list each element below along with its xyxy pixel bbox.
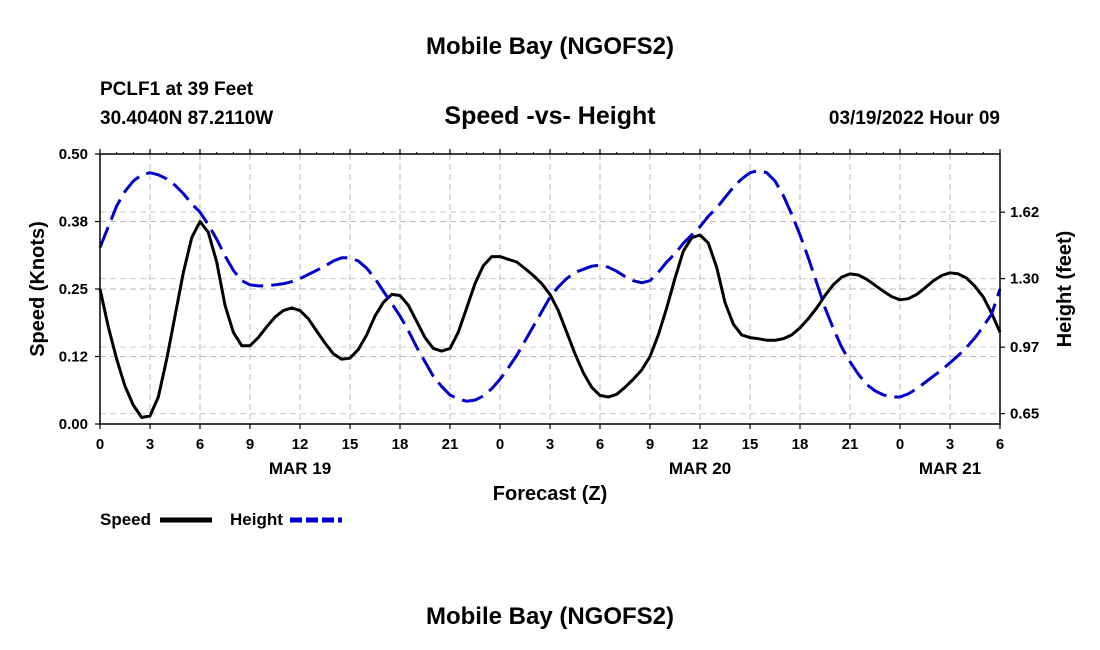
right-axis-title: Height (feet) <box>1054 231 1076 348</box>
legend-label-height: Height <box>230 510 283 529</box>
axis-ticks: 0 3 6 9 12 15 18 21 0 3 6 9 12 15 18 21 0 3 6 MAR 19 MAR 20 M… <box>59 146 1039 478</box>
legend: Speed Height <box>100 510 342 529</box>
date-label: MAR 20 <box>669 459 731 478</box>
x-tick-label: 15 <box>342 436 359 453</box>
x-tick-label: 3 <box>546 436 554 453</box>
station-coordinates: 30.4040N 87.2110W <box>100 108 273 129</box>
left-tick-label: 0.38 <box>59 214 88 231</box>
series-line-speed <box>98 220 1002 419</box>
left-tick-label: 0.25 <box>59 281 88 298</box>
x-tick-label: 18 <box>792 436 809 453</box>
x-tick-label: 15 <box>742 436 759 453</box>
left-tick-label: 0.50 <box>59 146 88 163</box>
x-tick-label: 6 <box>196 436 204 453</box>
footer-title: Mobile Bay (NGOFS2) <box>426 603 674 630</box>
date-label: MAR 21 <box>919 459 981 478</box>
x-axis-title: Forecast (Z) <box>493 483 607 505</box>
x-tick-label: 9 <box>246 436 254 453</box>
x-tick-label: 9 <box>646 436 654 453</box>
left-axis-title: Speed (Knots) <box>27 221 49 357</box>
x-tick-label: 18 <box>392 436 409 453</box>
x-tick-label: 12 <box>292 436 309 453</box>
x-tick-label: 0 <box>496 436 504 453</box>
date-label: MAR 19 <box>269 459 331 478</box>
x-tick-label: 0 <box>896 436 904 453</box>
left-tick-label: 0.00 <box>59 416 88 433</box>
legend-label-speed: Speed <box>100 510 151 529</box>
right-tick-label: 0.97 <box>1010 339 1039 356</box>
x-tick-label: 21 <box>842 436 859 453</box>
x-tick-label: 12 <box>692 436 709 453</box>
forecast-datetime: 03/19/2022 Hour 09 <box>829 108 1000 129</box>
x-tick-label: 0 <box>96 436 104 453</box>
x-tick-label: 6 <box>996 436 1004 453</box>
chart-subtitle: Speed -vs- Height <box>444 102 656 130</box>
x-tick-label: 3 <box>946 436 954 453</box>
x-tick-label: 6 <box>596 436 604 453</box>
grid-lines <box>100 154 1000 424</box>
series-lines <box>98 169 1002 419</box>
x-tick-label: 21 <box>442 436 459 453</box>
left-tick-label: 0.12 <box>59 349 88 366</box>
chart-main-title: Mobile Bay (NGOFS2) <box>426 33 674 60</box>
right-tick-label: 1.30 <box>1010 271 1039 288</box>
x-tick-label: 3 <box>146 436 154 453</box>
right-tick-label: 0.65 <box>1010 406 1039 423</box>
series-line-height <box>98 169 1002 403</box>
station-label: PCLF1 at 39 Feet <box>100 79 254 100</box>
right-tick-label: 1.62 <box>1010 204 1039 221</box>
